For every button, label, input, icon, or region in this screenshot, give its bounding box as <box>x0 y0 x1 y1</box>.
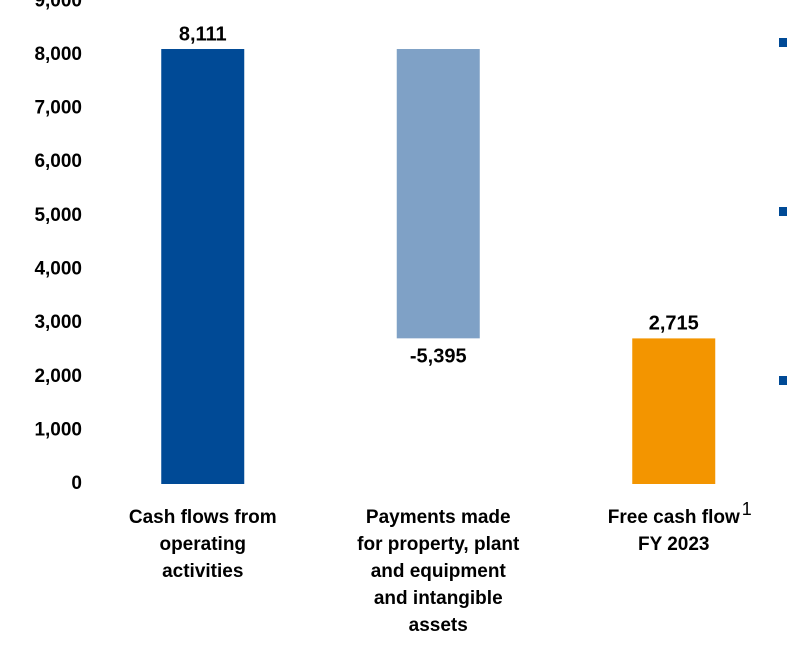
y-tick-label: 6,000 <box>34 151 82 172</box>
y-tick-label: 1,000 <box>34 419 82 440</box>
bullet-marker <box>779 207 787 216</box>
bar <box>396 49 480 339</box>
x-tick-label: Free cash flow FY 2023 <box>608 507 740 555</box>
y-tick-label: 4,000 <box>34 258 82 279</box>
y-tick-label: 5,000 <box>34 205 82 226</box>
bar <box>632 338 716 484</box>
value-label: 2,715 <box>649 313 699 335</box>
y-tick-label: 2,000 <box>34 366 82 387</box>
footnote-marker: 1 <box>742 499 752 519</box>
bullet-marker <box>779 38 787 47</box>
y-tick-label: 9,000 <box>34 0 82 11</box>
bar <box>161 49 245 484</box>
bullet-marker <box>779 376 787 385</box>
value-label: 8,111 <box>179 23 227 45</box>
y-tick-label: 3,000 <box>34 312 82 333</box>
y-tick-label: 0 <box>71 473 82 494</box>
x-tick-label: Payments made for property, plant and equi… <box>357 507 520 636</box>
y-tick-label: 8,000 <box>34 44 82 65</box>
x-tick-label: Cash flows from operating activities <box>129 507 277 582</box>
value-label: -5,395 <box>410 346 467 368</box>
y-tick-label: 7,000 <box>34 98 82 119</box>
